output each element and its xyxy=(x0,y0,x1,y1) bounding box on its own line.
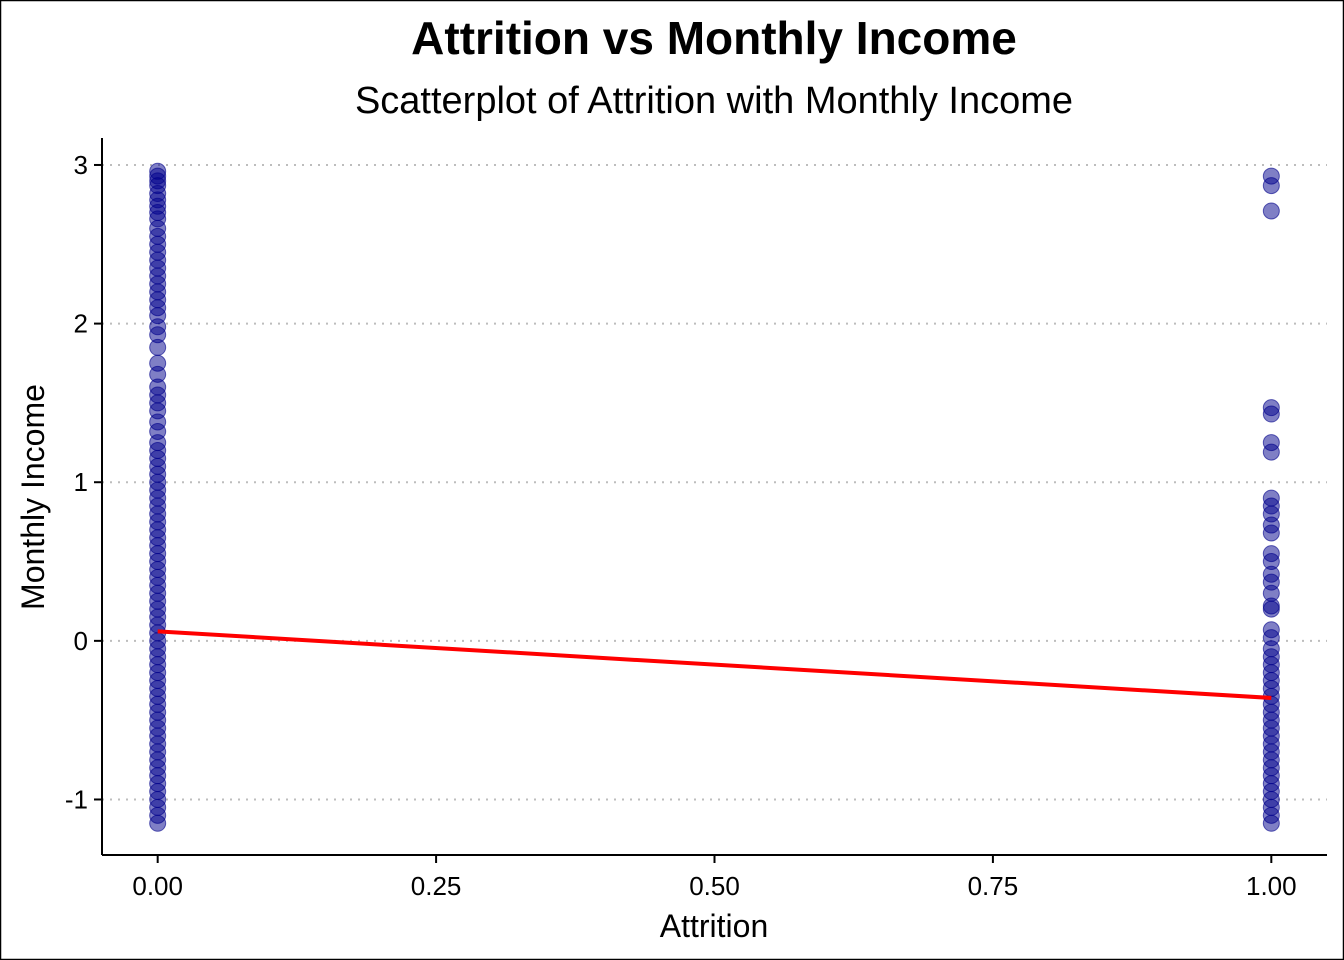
data-point xyxy=(1262,405,1280,423)
chart-title: Attrition vs Monthly Income xyxy=(411,12,1017,64)
y-axis-title: Monthly Income xyxy=(15,384,51,610)
y-tick-label: 0 xyxy=(74,626,88,656)
x-tick-label: 1.00 xyxy=(1246,871,1297,901)
data-point xyxy=(149,814,167,832)
trend-line-group xyxy=(157,629,1272,700)
x-tick-label: 0.25 xyxy=(411,871,462,901)
x-tick-label: 0.75 xyxy=(968,871,1019,901)
x-tick-label: 0.50 xyxy=(689,871,740,901)
data-point xyxy=(149,338,167,356)
y-tick-label: 1 xyxy=(74,467,88,497)
y-tick-label: 2 xyxy=(74,309,88,339)
x-axis-title: Attrition xyxy=(660,908,768,944)
data-point xyxy=(1262,600,1280,618)
x-tick-label: 0.00 xyxy=(132,871,183,901)
data-point xyxy=(1262,814,1280,832)
x-ticks: 0.00 0.25 0.50 0.75 1.00 xyxy=(132,855,1297,901)
chart-subtitle: Scatterplot of Attrition with Monthly In… xyxy=(355,80,1073,122)
trend-line xyxy=(157,629,1272,700)
y-tick-label: -1 xyxy=(65,784,88,814)
data-point xyxy=(1262,524,1280,542)
y-ticks: -1 0 1 2 3 xyxy=(65,150,102,814)
data-point xyxy=(1262,177,1280,195)
y-tick-label: 3 xyxy=(74,150,88,180)
data-point xyxy=(1262,202,1280,220)
data-point xyxy=(1262,443,1280,461)
data-points xyxy=(149,162,1280,832)
